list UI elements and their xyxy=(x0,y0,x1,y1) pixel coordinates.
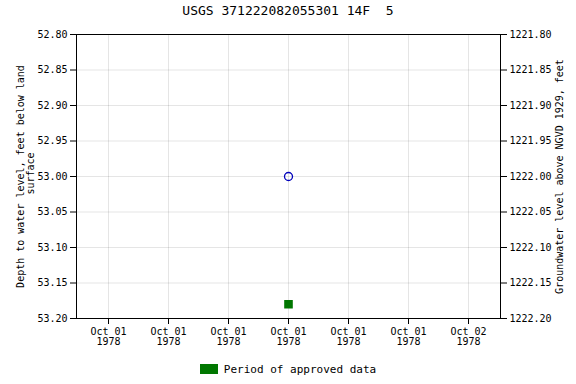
svg-text:Oct 021978: Oct 021978 xyxy=(450,326,486,347)
svg-text:Depth to water level, feet bel: Depth to water level, feet below land su… xyxy=(15,65,36,288)
svg-text:Oct 011978: Oct 011978 xyxy=(150,326,186,347)
svg-text:Oct 011978: Oct 011978 xyxy=(210,326,246,347)
svg-text:52.80: 52.80 xyxy=(37,29,67,40)
svg-text:53.05: 53.05 xyxy=(37,206,67,217)
svg-text:1221.95: 1221.95 xyxy=(510,135,552,146)
svg-text:1222.20: 1222.20 xyxy=(510,313,552,324)
svg-text:1221.90: 1221.90 xyxy=(510,100,552,111)
svg-text:53.15: 53.15 xyxy=(37,277,67,288)
html-text:Period of approved data: Period of approved data xyxy=(223,362,377,376)
svg-text:52.95: 52.95 xyxy=(37,135,67,146)
svg-text:53.00: 53.00 xyxy=(37,171,67,182)
svg-text:1221.80: 1221.80 xyxy=(510,29,552,40)
html-text:USGS 371222082055301 14F 5: USGS 371222082055301 14F 5 xyxy=(182,3,394,18)
svg-text:1222.05: 1222.05 xyxy=(510,206,552,217)
svg-text:52.90: 52.90 xyxy=(37,100,67,111)
svg-text:1222.15: 1222.15 xyxy=(510,277,552,288)
svg-text:1222.00: 1222.00 xyxy=(510,171,552,182)
svg-text:Groundwater level above NGVD 1: Groundwater level above NGVD 1929, feet xyxy=(554,59,565,294)
svg-text:Oct 011978: Oct 011978 xyxy=(390,326,426,347)
svg-text:Oct 011978: Oct 011978 xyxy=(330,326,366,347)
svg-text:53.10: 53.10 xyxy=(37,242,67,253)
svg-text:53.20: 53.20 xyxy=(37,313,67,324)
svg-text:Oct 011978: Oct 011978 xyxy=(270,326,306,347)
svg-text:Oct 011978: Oct 011978 xyxy=(90,326,126,347)
svg-text:1222.10: 1222.10 xyxy=(510,242,552,253)
svg-text:52.85: 52.85 xyxy=(37,64,67,75)
svg-text:1221.85: 1221.85 xyxy=(510,64,552,75)
